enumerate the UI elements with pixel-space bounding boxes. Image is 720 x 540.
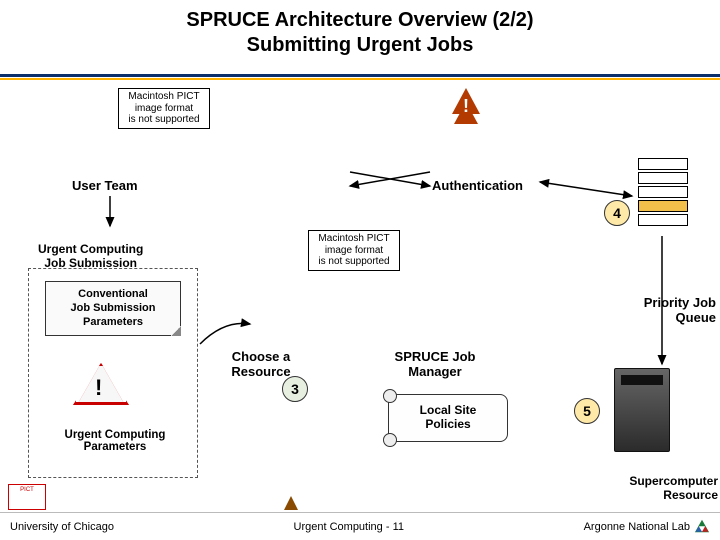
diagram-canvas: Macintosh PICT image format is not suppo… bbox=[0, 80, 720, 512]
tree-icon bbox=[284, 496, 298, 510]
footer-right: Argonne National Lab bbox=[584, 519, 710, 535]
footer-center: Urgent Computing - 11 bbox=[114, 521, 584, 533]
argonne-logo-icon bbox=[694, 519, 710, 535]
arrows-layer bbox=[0, 80, 720, 512]
slide-footer: University of Chicago Urgent Computing -… bbox=[0, 512, 720, 540]
title-line-2: Submitting Urgent Jobs bbox=[0, 33, 720, 58]
footer-left: University of Chicago bbox=[10, 521, 114, 533]
title-line-1: SPRUCE Architecture Overview (2/2) bbox=[0, 8, 720, 33]
footer-red-box-icon: PICT bbox=[8, 484, 46, 510]
slide-title: SPRUCE Architecture Overview (2/2) Submi… bbox=[0, 0, 720, 58]
